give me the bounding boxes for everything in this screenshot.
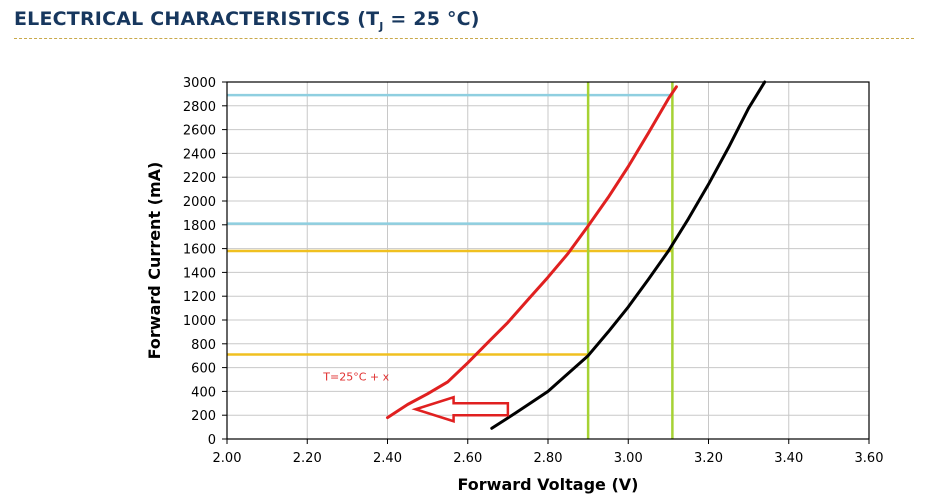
x-axis-label: Forward Voltage (V) xyxy=(458,475,639,494)
x-tick-label: 3.00 xyxy=(614,451,643,466)
chart-grid xyxy=(226,81,870,440)
x-tick-label: 2.60 xyxy=(453,451,482,466)
reference-lines xyxy=(227,82,674,439)
y-tick-label: 2000 xyxy=(183,195,216,210)
chart-annotations: T=25°C + x xyxy=(322,371,510,423)
x-tick-label: 2.20 xyxy=(293,451,322,466)
x-tick-label: 3.60 xyxy=(855,451,884,466)
header-divider xyxy=(14,38,914,39)
x-tick-label: 3.40 xyxy=(774,451,803,466)
y-tick-label: 1000 xyxy=(183,314,216,329)
page-header: ELECTRICAL CHARACTERISTICS (TJ = 25 °C) xyxy=(14,8,914,40)
y-tick-labels: 0 200 400 600 800 1000 1200 1400 1600 1800 2000 220… xyxy=(183,76,216,448)
annotation-text: T=25°C + x xyxy=(322,371,389,384)
chart-series xyxy=(386,80,767,430)
title-suffix: = 25 °C) xyxy=(383,8,480,30)
y-tick-label: 1400 xyxy=(183,266,216,281)
y-tick-label: 200 xyxy=(191,409,216,424)
y-tick-label: 3000 xyxy=(183,76,216,91)
x-tick-labels: 2.00 2.20 2.40 2.60 2.80 3.00 3.20 3.40 3.60 xyxy=(213,451,884,466)
left-arrow-icon xyxy=(411,395,510,423)
x-tick-label: 2.00 xyxy=(213,451,242,466)
y-tick-label: 800 xyxy=(191,338,216,353)
series-line-1 xyxy=(490,80,767,430)
page-title: ELECTRICAL CHARACTERISTICS (TJ = 25 °C) xyxy=(14,8,914,33)
title-prefix: ELECTRICAL CHARACTERISTICS (T xyxy=(14,8,380,30)
y-tick-label: 2600 xyxy=(183,124,216,139)
x-tick-label: 2.40 xyxy=(373,451,402,466)
y-tick-label: 2400 xyxy=(183,147,216,162)
x-tick-label: 2.80 xyxy=(534,451,563,466)
y-tick-label: 1200 xyxy=(183,290,216,305)
y-tick-label: 2200 xyxy=(183,171,216,186)
series-line-2 xyxy=(386,85,678,420)
y-tick-label: 400 xyxy=(191,385,216,400)
y-tick-label: 1800 xyxy=(183,219,216,234)
x-tick-label: 3.20 xyxy=(694,451,723,466)
y-tick-label: 0 xyxy=(208,433,216,448)
y-axis-label: Forward Current (mA) xyxy=(145,162,164,360)
y-tick-label: 1600 xyxy=(183,243,216,258)
y-tick-label: 2800 xyxy=(183,100,216,115)
y-tick-label: 600 xyxy=(191,362,216,377)
chart-axes xyxy=(222,81,870,444)
title-subscript: J xyxy=(379,19,384,33)
